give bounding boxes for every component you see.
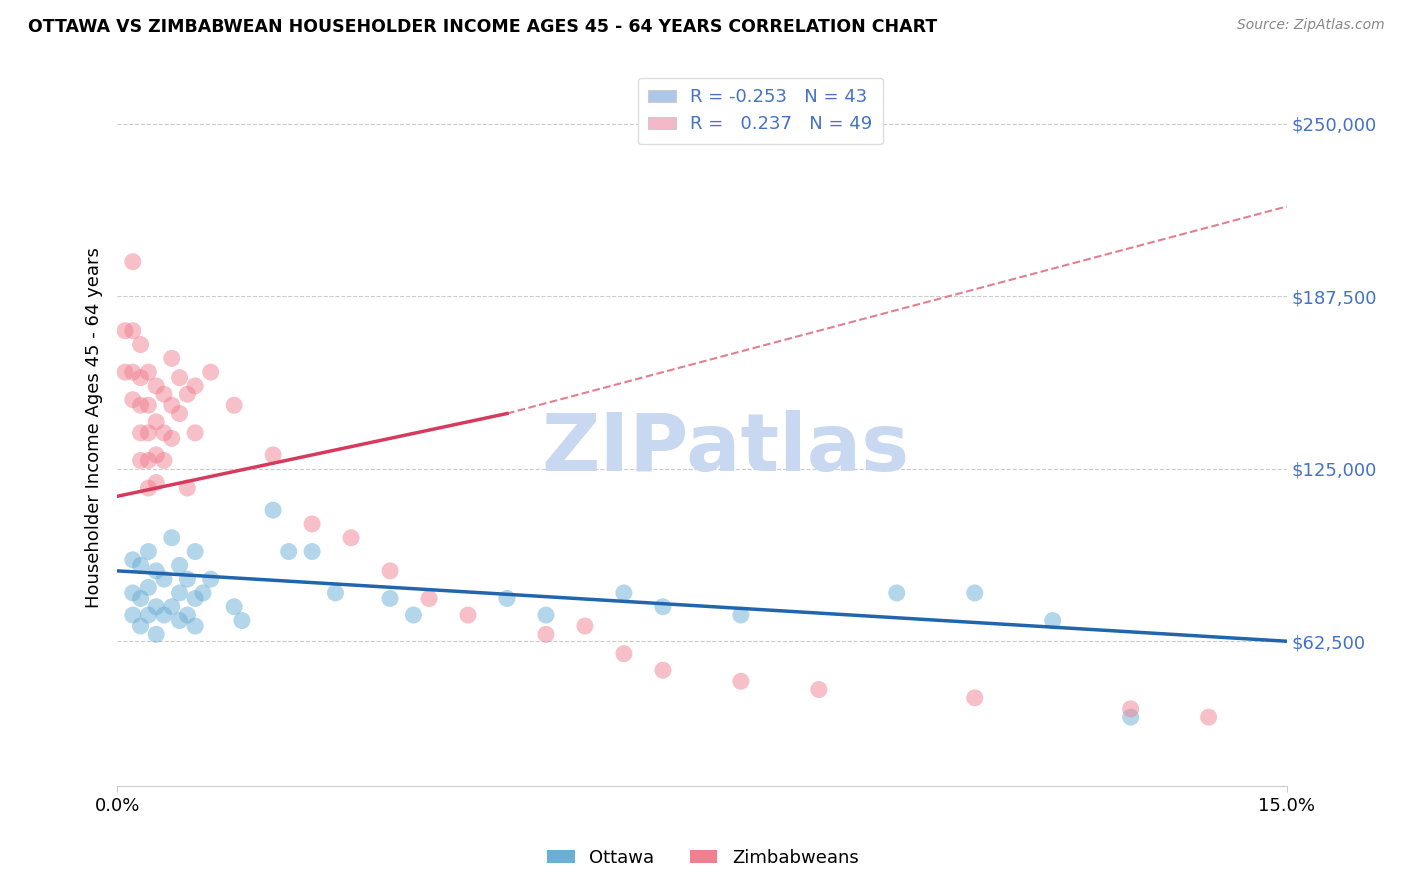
Point	[301, 516, 323, 531]
Text: OTTAWA VS ZIMBABWEAN HOUSEHOLDER INCOME AGES 45 - 64 YEARS CORRELATION CHART: OTTAWA VS ZIMBABWEAN HOUSEHOLDER INCOME …	[28, 18, 938, 36]
Point	[574, 619, 596, 633]
Point	[184, 425, 207, 440]
Point	[378, 591, 401, 606]
Point	[402, 607, 425, 622]
Point	[378, 564, 401, 578]
Point	[301, 544, 323, 558]
Point	[325, 586, 347, 600]
Point	[534, 607, 557, 622]
Point	[121, 607, 143, 622]
Point	[651, 599, 673, 614]
Point	[160, 431, 183, 445]
Point	[121, 392, 143, 407]
Point	[1042, 614, 1064, 628]
Point	[277, 544, 299, 558]
Point	[153, 453, 176, 467]
Point	[730, 674, 752, 689]
Point	[169, 407, 191, 421]
Point	[613, 586, 636, 600]
Point	[129, 398, 152, 412]
Point	[138, 544, 160, 558]
Point	[169, 586, 191, 600]
Point	[963, 586, 986, 600]
Point	[169, 558, 191, 573]
Point	[153, 607, 176, 622]
Point	[886, 586, 908, 600]
Point	[191, 586, 214, 600]
Point	[129, 591, 152, 606]
Point	[1119, 710, 1142, 724]
Point	[138, 581, 160, 595]
Point	[651, 663, 673, 677]
Point	[262, 448, 284, 462]
Point	[129, 453, 152, 467]
Point	[184, 619, 207, 633]
Point	[184, 591, 207, 606]
Point	[340, 531, 363, 545]
Point	[457, 607, 479, 622]
Point	[231, 614, 253, 628]
Point	[176, 607, 198, 622]
Point	[129, 619, 152, 633]
Point	[963, 690, 986, 705]
Point	[153, 425, 176, 440]
Point	[730, 607, 752, 622]
Point	[200, 572, 222, 586]
Point	[534, 627, 557, 641]
Point	[121, 586, 143, 600]
Y-axis label: Householder Income Ages 45 - 64 years: Householder Income Ages 45 - 64 years	[86, 247, 103, 607]
Point	[145, 475, 167, 490]
Point	[184, 379, 207, 393]
Point	[145, 599, 167, 614]
Point	[129, 337, 152, 351]
Point	[169, 614, 191, 628]
Point	[807, 682, 830, 697]
Point	[129, 425, 152, 440]
Point	[145, 379, 167, 393]
Point	[153, 387, 176, 401]
Point	[184, 544, 207, 558]
Point	[1119, 702, 1142, 716]
Point	[138, 365, 160, 379]
Point	[121, 254, 143, 268]
Point	[138, 398, 160, 412]
Point	[114, 365, 136, 379]
Point	[176, 481, 198, 495]
Text: Source: ZipAtlas.com: Source: ZipAtlas.com	[1237, 18, 1385, 32]
Point	[138, 481, 160, 495]
Point	[418, 591, 440, 606]
Point	[160, 351, 183, 366]
Point	[121, 365, 143, 379]
Point	[129, 558, 152, 573]
Point	[262, 503, 284, 517]
Point	[224, 398, 246, 412]
Point	[114, 324, 136, 338]
Point	[176, 387, 198, 401]
Point	[613, 647, 636, 661]
Point	[224, 599, 246, 614]
Point	[496, 591, 519, 606]
Point	[160, 599, 183, 614]
Point	[200, 365, 222, 379]
Text: ZIPatlas: ZIPatlas	[541, 409, 910, 488]
Point	[145, 564, 167, 578]
Point	[1198, 710, 1220, 724]
Point	[145, 415, 167, 429]
Point	[169, 370, 191, 384]
Point	[153, 572, 176, 586]
Point	[145, 448, 167, 462]
Point	[138, 607, 160, 622]
Legend: R = -0.253   N = 43, R =   0.237   N = 49: R = -0.253 N = 43, R = 0.237 N = 49	[638, 78, 883, 145]
Point	[138, 453, 160, 467]
Point	[145, 627, 167, 641]
Point	[121, 324, 143, 338]
Point	[176, 572, 198, 586]
Point	[129, 370, 152, 384]
Point	[160, 531, 183, 545]
Point	[121, 553, 143, 567]
Point	[138, 425, 160, 440]
Point	[160, 398, 183, 412]
Legend: Ottawa, Zimbabweans: Ottawa, Zimbabweans	[540, 842, 866, 874]
